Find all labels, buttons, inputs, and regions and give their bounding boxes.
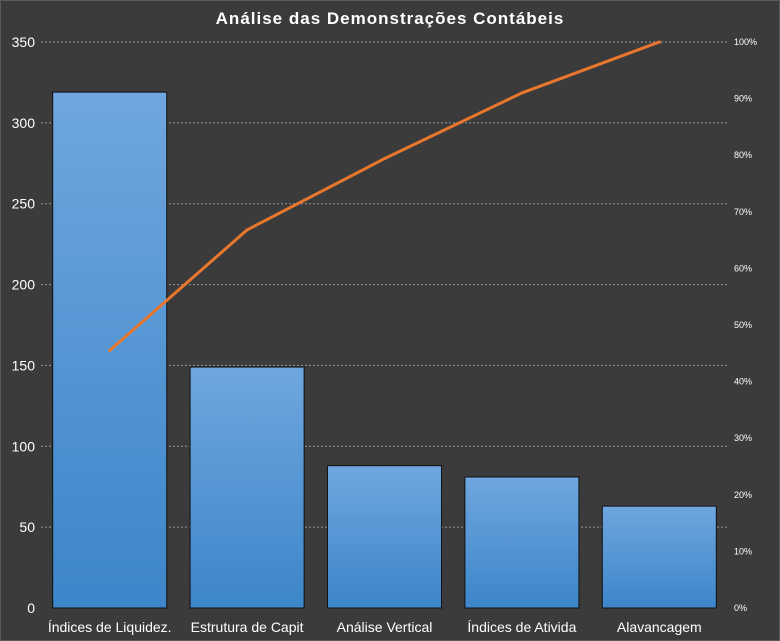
bar-4 <box>601 505 717 609</box>
cumulative-point-4 <box>657 40 661 44</box>
x-tick-label-1: Estrutura de Capit <box>191 619 304 635</box>
cumulative-line <box>108 40 661 352</box>
left-tick-label-1: 50 <box>19 519 35 535</box>
left-tick-label-2: 100 <box>12 438 36 454</box>
right-tick-label-9: 90% <box>734 94 752 104</box>
right-tick-label-4: 40% <box>734 377 752 387</box>
right-axis: 0% 10% 20% 30% 40% 50% 60% 70% 80% 90% 100% <box>734 37 757 613</box>
bar-1 <box>189 366 305 609</box>
x-tick-label-3: Índices de Ativida <box>467 619 576 635</box>
x-axis: Índices de Liquidez. Estrutura de Capit An… <box>48 619 702 635</box>
x-tick-label-0: Índices de Liquidez. <box>48 619 172 635</box>
cumulative-point-2 <box>383 157 386 161</box>
left-axis: 0 50 100 150 200 250 300 350 <box>12 34 36 616</box>
left-tick-label-4: 200 <box>12 277 36 293</box>
cumulative-point-0 <box>108 348 112 352</box>
cumulative-point-3 <box>520 91 524 95</box>
right-tick-label-1: 10% <box>734 546 752 556</box>
right-tick-label-2: 20% <box>734 490 752 500</box>
left-tick-label-6: 300 <box>12 115 36 131</box>
right-tick-label-3: 30% <box>734 433 752 443</box>
right-tick-label-10: 100% <box>734 37 757 47</box>
x-tick-label-2: Análise Vertical <box>337 619 433 635</box>
right-tick-label-6: 60% <box>734 263 752 273</box>
right-tick-label-5: 50% <box>734 320 752 330</box>
right-tick-label-0: 0% <box>734 603 747 613</box>
bars-layer <box>52 91 717 609</box>
chart-title: Análise das Demonstrações Contábeis <box>216 9 565 28</box>
left-tick-label-5: 250 <box>12 196 36 212</box>
bar-3 <box>464 476 580 609</box>
right-tick-label-7: 70% <box>734 207 752 217</box>
x-tick-label-4: Alavancagem <box>617 619 702 635</box>
line-layer <box>108 40 661 352</box>
cumulative-point-1 <box>245 228 249 232</box>
left-tick-label-3: 150 <box>12 357 36 373</box>
left-tick-label-7: 350 <box>12 34 36 50</box>
left-tick-label-0: 0 <box>27 600 35 616</box>
bar-2 <box>326 465 443 609</box>
right-tick-label-8: 80% <box>734 150 752 160</box>
